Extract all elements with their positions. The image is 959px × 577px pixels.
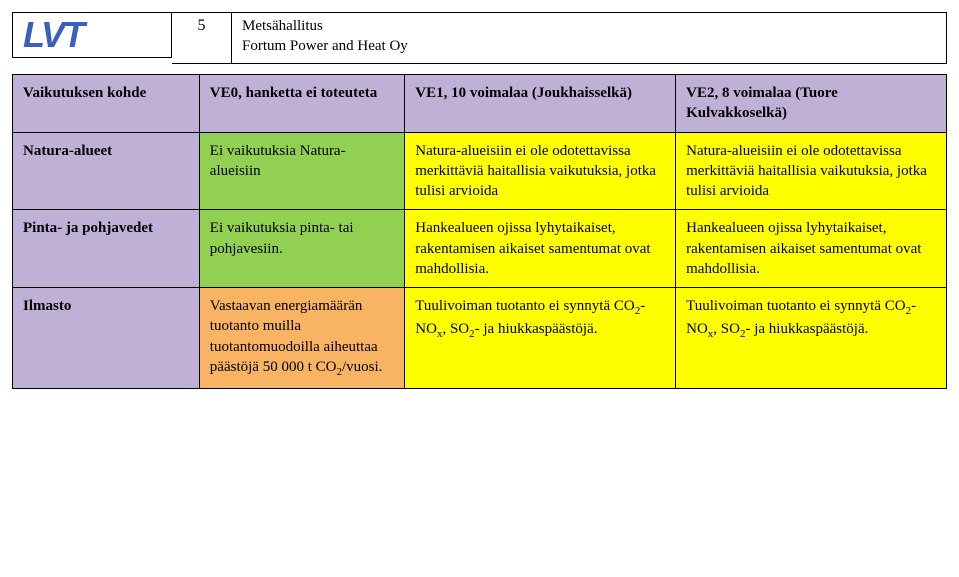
cell-vedet-ve0: Ei vaikutuksia pinta- tai pohjavesiin. xyxy=(199,210,404,288)
text-frag: - ja hiukkaspäästöjä. xyxy=(475,321,598,337)
row-key-vedet: Pinta- ja pohjavedet xyxy=(13,210,200,288)
cell-natura-ve1: Natura-alueisiin ei ole odotettavissa me… xyxy=(405,132,676,210)
text-frag: Tuulivoiman tuotanto ei synnytä CO xyxy=(686,298,905,314)
th-key: Vaikutuksen kohde xyxy=(13,75,200,133)
org-line-1: Metsähallitus xyxy=(242,17,936,37)
th-ve0: VE0, hanketta ei toteuteta xyxy=(199,75,404,133)
cell-natura-ve2: Natura-alueisiin ei ole odotettavissa me… xyxy=(676,132,947,210)
cell-natura-ve0: Ei vaikutuksia Natura-alueisiin xyxy=(199,132,404,210)
cell-vedet-ve1: Hankealueen ojissa lyhytaikaiset, rakent… xyxy=(405,210,676,288)
table-row: Ilmasto Vastaavan energiamäärän tuotanto… xyxy=(13,288,947,389)
logo-text: LVT xyxy=(23,14,83,55)
page-number: 5 xyxy=(198,17,206,35)
logo-cell: LVT xyxy=(12,12,172,58)
text-frag: - ja hiukkaspäästöjä. xyxy=(745,321,868,337)
text-frag: , SO xyxy=(442,321,469,337)
cell-vedet-ve2: Hankealueen ojissa lyhytaikaiset, rakent… xyxy=(676,210,947,288)
org-cell: Metsähallitus Fortum Power and Heat Oy xyxy=(232,12,947,64)
th-ve2: VE2, 8 voimalaa (Tuore Kulvakkoselkä) xyxy=(676,75,947,133)
text-frag: Tuulivoiman tuotanto ei synnytä CO xyxy=(415,298,634,314)
table-row: Natura-alueet Ei vaikutuksia Natura-alue… xyxy=(13,132,947,210)
text-frag: /vuosi. xyxy=(342,359,382,375)
table-header-row: Vaikutuksen kohde VE0, hanketta ei toteu… xyxy=(13,75,947,133)
row-key-natura: Natura-alueet xyxy=(13,132,200,210)
page-header: LVT 5 Metsähallitus Fortum Power and Hea… xyxy=(12,12,947,64)
impact-table: Vaikutuksen kohde VE0, hanketta ei toteu… xyxy=(12,74,947,389)
text-frag: , SO xyxy=(713,321,740,337)
cell-ilmasto-ve0: Vastaavan energiamäärän tuotanto muilla … xyxy=(199,288,404,389)
org-line-2: Fortum Power and Heat Oy xyxy=(242,37,936,57)
th-ve1: VE1, 10 voimalaa (Joukhaisselkä) xyxy=(405,75,676,133)
cell-ilmasto-ve2: Tuulivoiman tuotanto ei synnytä CO2- NOx… xyxy=(676,288,947,389)
cell-ilmasto-ve1: Tuulivoiman tuotanto ei synnytä CO2- NOx… xyxy=(405,288,676,389)
page-number-cell: 5 xyxy=(172,12,232,64)
row-key-ilmasto: Ilmasto xyxy=(13,288,200,389)
table-row: Pinta- ja pohjavedet Ei vaikutuksia pint… xyxy=(13,210,947,288)
